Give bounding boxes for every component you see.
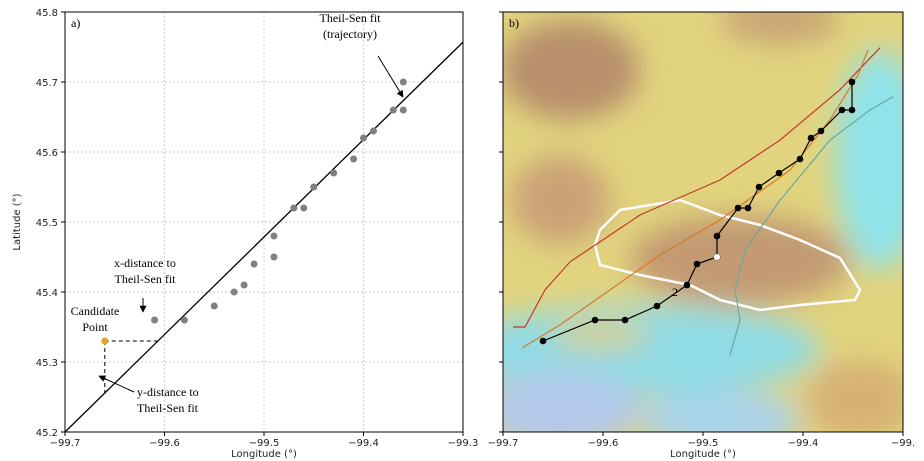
y-axis-label: Latitude (°)	[12, 193, 23, 250]
point	[231, 289, 238, 296]
y-tick-label: 45.2	[36, 428, 58, 439]
annotation: y-distance to	[137, 385, 199, 399]
track-point	[849, 107, 856, 114]
point	[181, 317, 188, 324]
candidate-point	[101, 338, 108, 345]
annotation: Theil-Sen fit	[115, 272, 177, 286]
y-tick-label: 45.5	[36, 218, 58, 229]
point	[310, 184, 317, 191]
x-tick-label: −99.3	[448, 438, 479, 449]
track-point	[694, 261, 701, 268]
track-point	[797, 156, 804, 163]
track-point	[714, 254, 721, 261]
annotation: 2	[672, 285, 678, 299]
point	[400, 79, 407, 86]
track-point	[540, 338, 547, 345]
y-tick-label: 45.3	[36, 358, 58, 369]
x-tick-label: −99.	[891, 438, 915, 449]
y-tick-label: 45.6	[36, 148, 58, 159]
y-tick-label: 45.7	[36, 78, 58, 89]
annotation: (trajectory)	[323, 27, 377, 41]
annotation: Point	[82, 320, 108, 334]
x-axis-label: Longitude (°)	[231, 449, 297, 460]
track-point	[684, 282, 691, 289]
point	[270, 254, 277, 261]
track-point	[849, 79, 856, 86]
annotation: Theil-Sen fit	[137, 401, 199, 415]
track-point	[756, 184, 763, 191]
track-point	[808, 135, 815, 142]
arrow	[99, 376, 134, 392]
point	[151, 317, 158, 324]
annotation: x-distance to	[114, 256, 176, 270]
point	[390, 107, 397, 114]
track-point	[745, 205, 752, 212]
track-point	[839, 107, 846, 114]
panel-label: a)	[71, 16, 80, 30]
annotation: Theil-Sen fit	[320, 11, 382, 25]
track-point	[776, 170, 783, 177]
point	[290, 205, 297, 212]
x-tick-label: −99.4	[348, 438, 379, 449]
point	[360, 135, 367, 142]
point	[270, 233, 277, 240]
point	[251, 261, 258, 268]
panel-label: b)	[509, 16, 519, 30]
x-tick-label: −99.6	[588, 438, 619, 449]
x-tick-label: −99.6	[149, 438, 180, 449]
annotation: Candidate	[71, 304, 120, 318]
arrow	[378, 56, 403, 97]
x-tick-label: −99.5	[688, 438, 719, 449]
track-point	[622, 317, 629, 324]
figure: −99.7 −99.6 −99.5 −99.4 −99.3 45.2 45.3 45.4 45.…	[0, 0, 924, 461]
track-point	[818, 128, 825, 135]
x-tick-label: −99.5	[249, 438, 280, 449]
x-tick-label: −99.7	[488, 438, 519, 449]
heatmap	[460, 0, 924, 450]
x-tick-label: −99.7	[50, 438, 81, 449]
track-point	[654, 303, 661, 310]
x-axis-label: Longitude (°)	[670, 449, 736, 460]
point	[300, 205, 307, 212]
track-point	[592, 317, 599, 324]
y-tick-label: 45.8	[36, 8, 58, 19]
track-point	[735, 205, 742, 212]
track-point	[714, 233, 721, 240]
point	[330, 170, 337, 177]
y-tick-label: 45.4	[36, 288, 58, 299]
point	[241, 282, 248, 289]
point	[400, 107, 407, 114]
point	[350, 156, 357, 163]
point	[370, 128, 377, 135]
x-tick-label: −99.4	[788, 438, 819, 449]
point	[211, 303, 218, 310]
